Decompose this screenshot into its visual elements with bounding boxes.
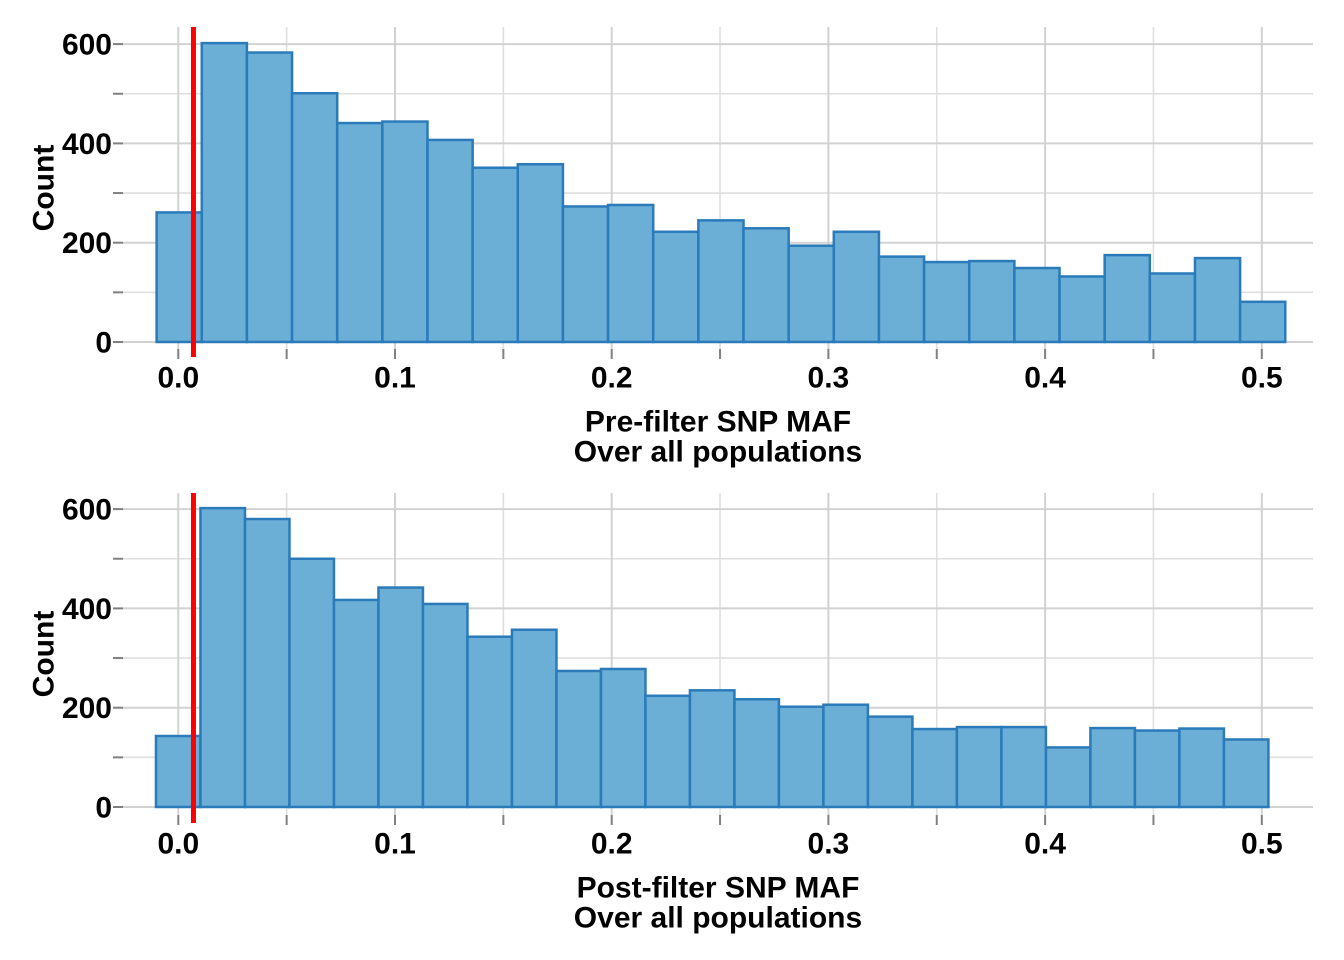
histogram-bar [1178,727,1226,809]
histogram-bar [1089,726,1137,809]
y-tick-label: 600 [62,29,112,62]
histogram-bar [1148,272,1197,344]
y-tick-label: 0 [95,792,112,825]
histogram-bar [1193,256,1242,344]
x-tick-label: 0.2 [591,828,633,861]
histogram-bar [733,698,781,809]
x-tick-label: 0.2 [591,362,633,395]
histogram-bar [877,255,926,344]
histogram-bar [866,715,914,809]
histogram-bar [1044,746,1092,809]
x-tick-label: 0.4 [1024,362,1066,395]
histogram-bar [245,51,294,344]
histogram-bar [606,203,655,344]
histogram-bar [832,230,881,344]
x-tick-label: 0.1 [374,828,416,861]
histogram-bar [332,598,380,809]
x-axis-title-line1: Pre-filter SNP MAF [585,406,851,439]
histogram-bar [1103,253,1152,344]
histogram-bar [510,628,558,809]
histogram-bar [822,703,870,809]
x-tick-label: 0.5 [1241,828,1283,861]
y-axis-title: Count [28,145,61,232]
histogram-bar [561,205,610,344]
y-axis-title: Count [28,611,61,698]
histogram-bar [1058,275,1106,344]
y-tick-label: 400 [62,593,112,626]
histogram-bar [599,667,647,809]
histogram-bar [1238,300,1287,344]
histogram-bar [377,586,425,809]
histogram-bar [1133,729,1181,809]
histogram-bar [290,92,339,344]
histogram-bar [967,259,1016,344]
x-tick-label: 0.5 [1241,362,1283,395]
histogram-bar [288,557,336,809]
y-tick-label: 0 [95,327,112,360]
histogram-bar [922,260,971,344]
histogram-bar [644,694,692,809]
y-tick-label: 600 [62,494,112,527]
x-tick-label: 0.3 [808,362,850,395]
x-tick-label: 0.1 [374,362,416,395]
histogram-bar [555,669,603,809]
histogram-bar [200,41,249,344]
histogram-bar [199,506,247,809]
histogram-bar [381,120,429,344]
x-tick-label: 0.4 [1024,828,1066,861]
x-tick-label: 0.0 [157,362,199,395]
histogram-bar [688,689,736,809]
x-tick-label: 0.0 [157,828,199,861]
x-axis-title-line2: Over all populations [574,436,862,469]
histogram-bar [1013,266,1061,344]
histogram-bar [777,705,825,809]
x-tick-label: 0.3 [808,828,850,861]
y-tick-label: 200 [62,692,112,725]
histogram-bar [651,230,700,344]
x-axis-title-line1: Post-filter SNP MAF [577,872,860,905]
histogram-bar [421,602,469,809]
x-axis-title-line2: Over all populations [574,902,862,935]
histogram-bar [787,244,836,344]
histogram-bar [911,727,959,809]
histogram-bar [1000,725,1048,809]
y-tick-label: 200 [62,227,112,260]
histogram-bar [1222,738,1270,809]
y-tick-label: 400 [62,128,112,161]
histogram-bar [516,163,565,344]
histogram-bar [697,219,745,344]
histogram-bar [426,138,474,344]
histogram-bar [955,725,1003,809]
histogram-bar [742,227,790,344]
histogram-bar [335,121,384,344]
histogram-bar [243,517,291,809]
histogram-bar [471,166,520,344]
histogram-bar [466,635,514,809]
